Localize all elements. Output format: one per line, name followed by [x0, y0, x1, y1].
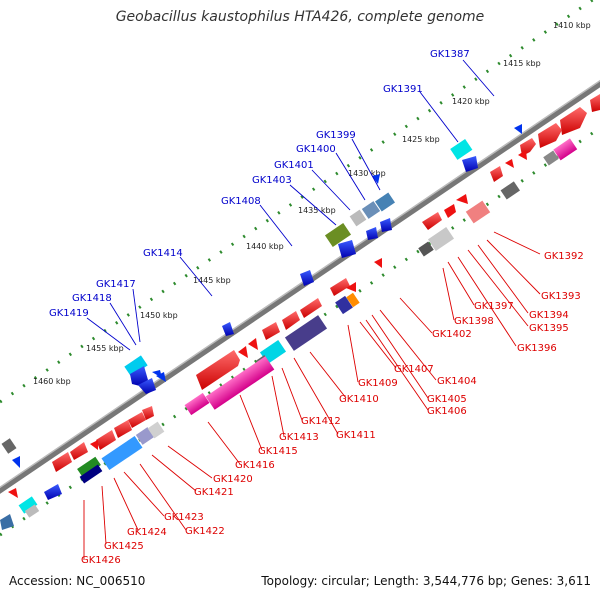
gene-label[interactable]: GK1423 [164, 512, 204, 523]
gene-label[interactable]: GK1392 [544, 251, 584, 262]
kbp-label: 1440 kbp [246, 242, 284, 251]
gene-label[interactable]: GK1420 [213, 474, 253, 485]
kbp-label: 1450 kbp [140, 311, 178, 320]
gene-label[interactable]: GK1422 [185, 526, 225, 537]
gene-label[interactable]: GK1425 [104, 541, 144, 552]
accession-text: Accession: NC_006510 [9, 574, 146, 588]
gene-label[interactable]: GK1387 [430, 49, 470, 60]
kbp-label: 1445 kbp [193, 276, 231, 285]
gene-label[interactable]: GK1398 [454, 316, 494, 327]
gene-label[interactable]: GK1414 [143, 248, 183, 259]
gene-label[interactable]: GK1393 [541, 291, 581, 302]
gene-label[interactable]: GK1424 [127, 527, 167, 538]
gene-label[interactable]: GK1394 [529, 310, 569, 321]
map-title: Geobacillus kaustophilus HTA426, complet… [115, 9, 485, 25]
gene-label[interactable]: GK1395 [529, 323, 569, 334]
kbp-label: 1435 kbp [298, 206, 336, 215]
gene-label[interactable]: GK1405 [427, 394, 467, 405]
kbp-label: 1455 kbp [86, 344, 124, 353]
gene-label[interactable]: GK1404 [437, 376, 477, 387]
genome-summary-text: Topology: circular; Length: 3,544,776 bp… [261, 574, 591, 588]
lower-gene-labels: GK1392 GK1393 GK1394 GK1395 GK1396 GK139… [81, 251, 584, 566]
upper-gene-labels: GK1387 GK1391 GK1399 GK1400 GK1401 GK140… [49, 49, 470, 319]
kbp-label: 1425 kbp [402, 135, 440, 144]
gene-label[interactable]: GK1410 [339, 394, 379, 405]
gene-label[interactable]: GK1400 [296, 144, 336, 155]
gene-label[interactable]: GK1411 [336, 430, 376, 441]
gene-label[interactable]: GK1408 [221, 196, 261, 207]
gene-label[interactable]: GK1396 [517, 343, 557, 354]
gene-label[interactable]: GK1407 [394, 364, 434, 375]
gene-label[interactable]: GK1418 [72, 293, 112, 304]
gene-label[interactable]: GK1397 [474, 301, 514, 312]
gene-label[interactable]: GK1413 [279, 432, 319, 443]
kbp-label: 1460 kbp [33, 377, 71, 386]
kbp-label: 1430 kbp [348, 169, 386, 178]
kbp-label: 1410 kbp [553, 21, 591, 30]
genome-backbone [0, 79, 600, 494]
lower-leaders [83, 231, 541, 560]
gene-label[interactable]: GK1415 [258, 446, 298, 457]
gene-label[interactable]: GK1419 [49, 308, 89, 319]
gene-label[interactable]: GK1417 [96, 279, 136, 290]
gene-label[interactable]: GK1401 [274, 160, 314, 171]
gene-label[interactable]: GK1391 [383, 84, 423, 95]
gene-features [0, 94, 600, 530]
kbp-label: 1420 kbp [452, 97, 490, 106]
upper-leaders [86, 59, 495, 351]
gene-label[interactable]: GK1421 [194, 487, 234, 498]
kbp-scale-labels: 1410 kbp 1415 kbp 1420 kbp 1425 kbp 1430… [33, 21, 591, 386]
gene-label[interactable]: GK1409 [358, 378, 398, 389]
gene-label[interactable]: GK1426 [81, 555, 121, 566]
gene-label[interactable]: GK1416 [235, 460, 275, 471]
gene-label[interactable]: GK1402 [432, 329, 472, 340]
gene-label[interactable]: GK1406 [427, 406, 467, 417]
gene-label[interactable]: GK1399 [316, 130, 356, 141]
gene-label[interactable]: GK1412 [301, 416, 341, 427]
kbp-label: 1415 kbp [503, 59, 541, 68]
gene-label[interactable]: GK1403 [252, 175, 292, 186]
